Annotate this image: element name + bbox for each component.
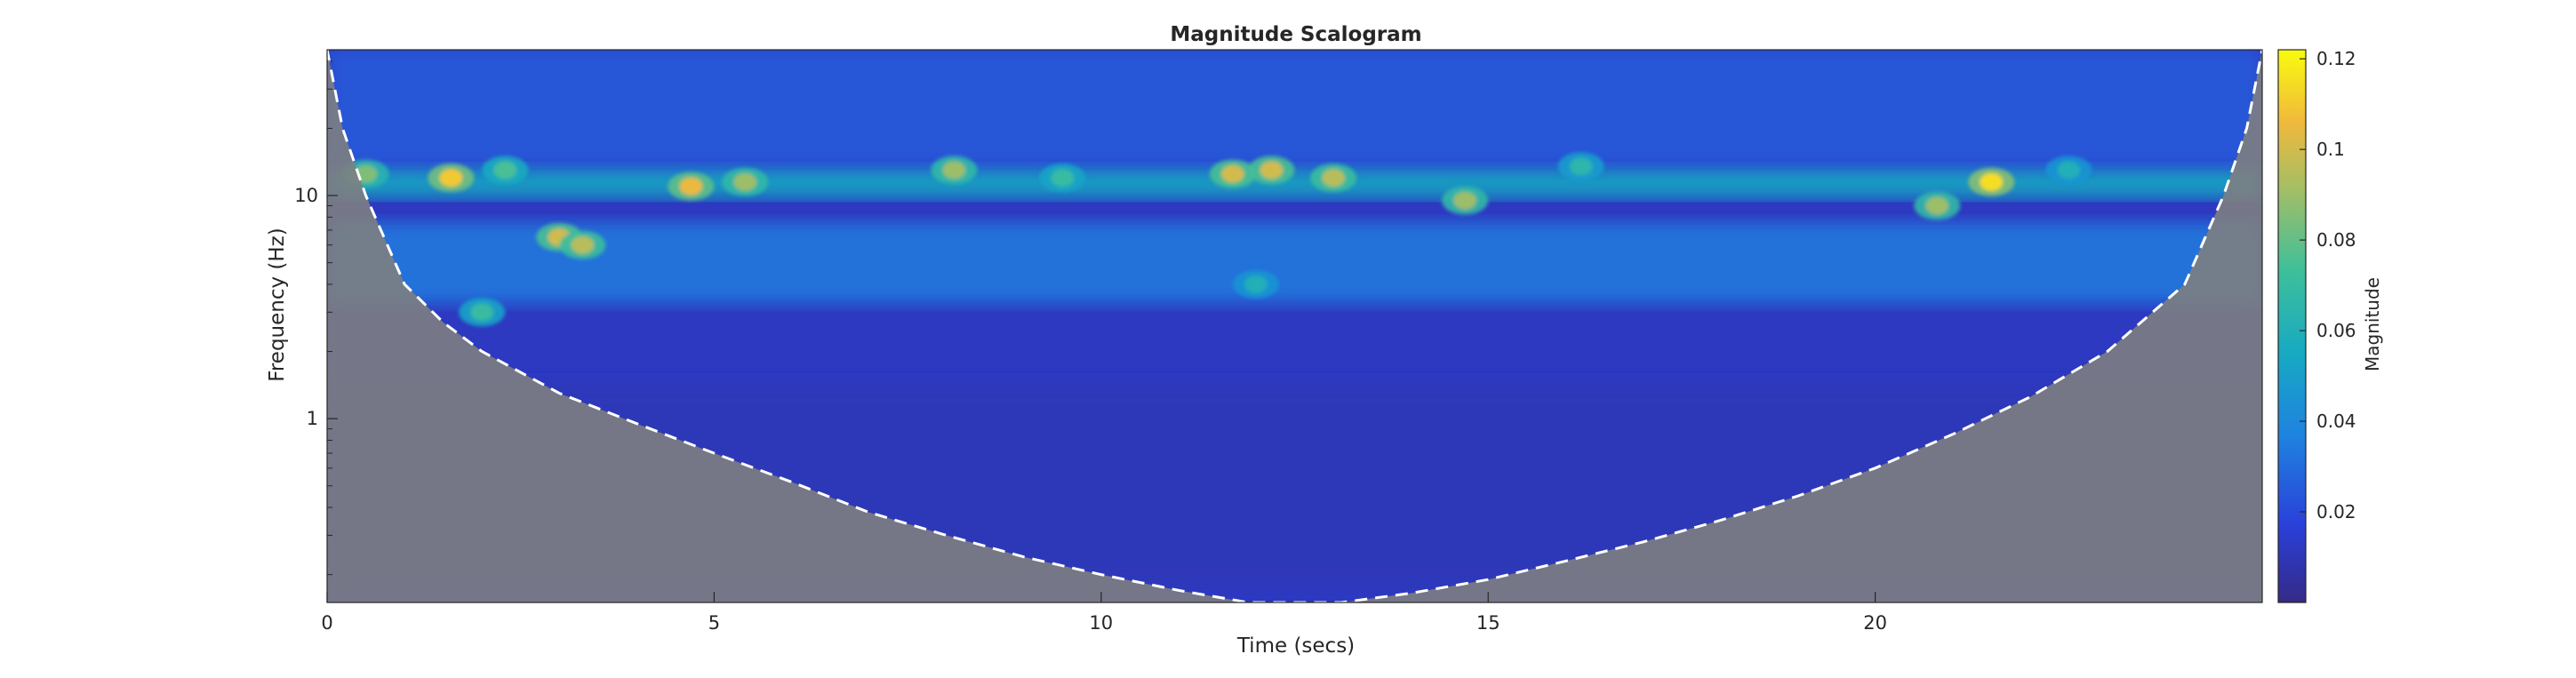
x-tick-label-0: 0 <box>321 612 332 634</box>
hotspot-5 <box>679 177 703 195</box>
colorbar-tick-label-1: 0.04 <box>2316 411 2356 432</box>
hotspot-7 <box>942 161 966 179</box>
colorbar: 0.02 0.04 0.06 0.08 0.1 0.12 <box>2277 48 2356 603</box>
hotspot-1 <box>439 169 463 187</box>
frequency-band-1 <box>327 222 2262 303</box>
x-axis: 0 5 10 15 20 <box>321 592 1887 634</box>
magnitude-hotspots <box>342 152 2092 327</box>
hotspot-8 <box>1051 169 1075 187</box>
hotspot-13 <box>1569 157 1593 176</box>
colorbar-tick-label-3: 0.08 <box>2316 229 2356 251</box>
plot-frame <box>326 49 2263 603</box>
x-tick-label-4: 20 <box>1863 612 1887 634</box>
colorbar-tick-label-5: 0.12 <box>2316 48 2356 69</box>
chart-title: Magnitude Scalogram <box>1170 23 1421 46</box>
hotspot-2 <box>493 161 517 179</box>
hotspot-18 <box>470 303 494 322</box>
hotspot-17 <box>1244 275 1268 293</box>
colorbar-label: Magnitude <box>2362 277 2383 371</box>
colorbar-bar <box>2277 49 2307 603</box>
hotspot-16 <box>2057 161 2081 179</box>
cone-of-influence-shade <box>327 50 2262 602</box>
hotspot-6 <box>733 172 757 191</box>
hotspot-15 <box>1980 172 2004 191</box>
y-tick-label-0: 1 <box>307 408 318 429</box>
y-axis: 1 10 <box>294 60 338 576</box>
frequency-band-2 <box>327 50 2262 168</box>
hotspot-4 <box>571 235 595 254</box>
hotspot-14 <box>1925 196 1949 215</box>
x-axis-label: Time (secs) <box>1236 634 1355 658</box>
colorbar-tick-label-2: 0.06 <box>2316 320 2356 341</box>
plot-area <box>327 50 2262 602</box>
hotspot-12 <box>1453 191 1477 210</box>
colorbar-tick-label-4: 0.1 <box>2316 139 2345 160</box>
colorbar-tick-label-0: 0.02 <box>2316 501 2356 522</box>
y-tick-label-1: 10 <box>294 185 318 206</box>
y-axis-label: Frequency (Hz) <box>266 227 289 381</box>
x-tick-label-3: 15 <box>1476 612 1500 634</box>
hotspot-9 <box>1220 164 1244 183</box>
hotspot-11 <box>1322 169 1346 187</box>
x-tick-label-2: 10 <box>1089 612 1113 634</box>
hotspot-10 <box>1260 161 1284 179</box>
cone-of-influence-line <box>327 50 2262 602</box>
x-tick-label-1: 5 <box>708 612 720 634</box>
